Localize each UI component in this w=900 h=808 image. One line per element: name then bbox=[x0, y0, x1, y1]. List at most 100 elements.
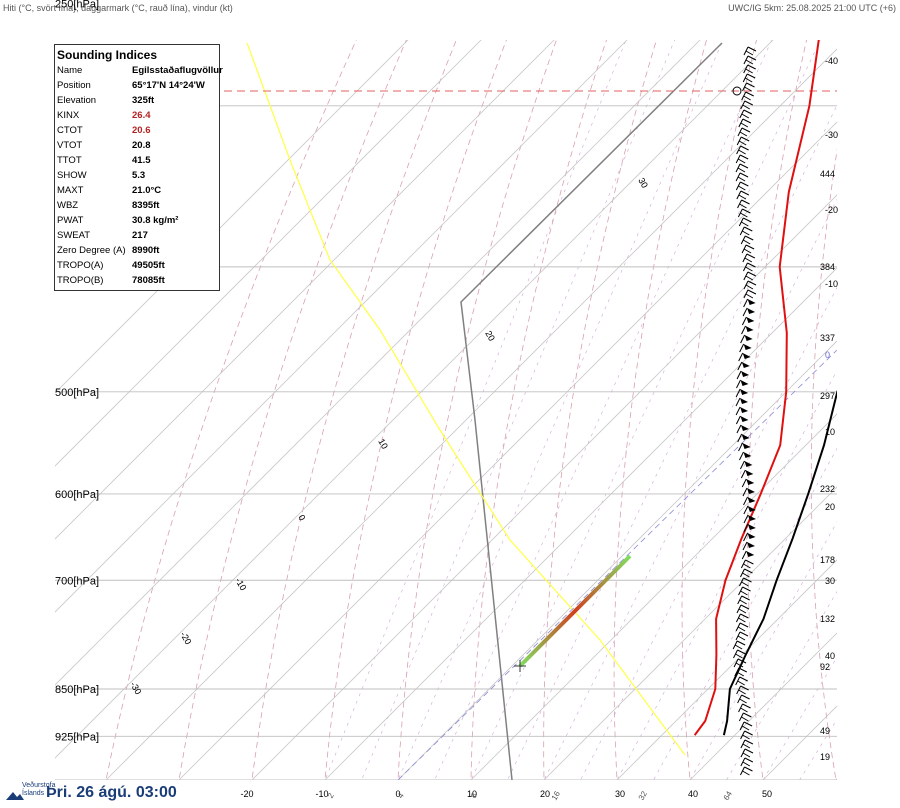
index-row: Zero Degree (A) 8990ft bbox=[55, 243, 219, 258]
forecast-date: Þri. 26 ágú. 03:00 bbox=[46, 784, 177, 801]
index-value: 41.5 bbox=[132, 155, 151, 166]
index-key: VTOT bbox=[57, 140, 83, 151]
mixing-ratio-tick-label: 64 bbox=[722, 789, 735, 802]
barb-feather bbox=[747, 280, 757, 286]
height-tick-label: 337 bbox=[820, 333, 835, 343]
barb-feather bbox=[737, 658, 747, 664]
tropo-marker bbox=[732, 86, 742, 96]
pressure-tick-label: 600[hPa] bbox=[55, 489, 99, 501]
barb-staff bbox=[739, 451, 744, 461]
logo-line-1: Veðurstofa bbox=[22, 782, 56, 789]
barb-feather bbox=[742, 770, 750, 776]
barb-feather bbox=[743, 248, 752, 254]
barb-flag bbox=[741, 362, 750, 368]
barb-flag bbox=[744, 461, 753, 467]
wind-barb bbox=[738, 586, 751, 596]
barb-staff bbox=[741, 316, 747, 326]
barb-flag bbox=[740, 398, 749, 404]
isotherm-label: -10 bbox=[233, 576, 248, 592]
barb-feather bbox=[739, 676, 748, 682]
wind-barb bbox=[735, 181, 749, 191]
wind-barb bbox=[741, 91, 754, 101]
barb-feather bbox=[735, 653, 743, 659]
yellow-line bbox=[246, 42, 686, 756]
wind-barb bbox=[737, 595, 750, 605]
temperature-tick-label: -20 bbox=[240, 789, 253, 799]
barb-flag bbox=[747, 299, 756, 305]
isotherm-line bbox=[178, 121, 837, 780]
barb-staff bbox=[735, 397, 741, 407]
barb-feather bbox=[744, 100, 754, 106]
barb-feather bbox=[745, 293, 754, 299]
barb-feather bbox=[741, 127, 751, 133]
barb-feather bbox=[739, 154, 749, 160]
barb-staff bbox=[743, 532, 748, 542]
wind-barb bbox=[738, 217, 752, 227]
wind-barb bbox=[741, 316, 755, 326]
wind-barb bbox=[743, 64, 756, 74]
right-temp-tick-label: 30 bbox=[825, 576, 835, 586]
index-row: TROPO(B) 78085ft bbox=[55, 273, 219, 288]
shear-segment bbox=[518, 554, 632, 668]
indices-title: Sounding Indices bbox=[57, 48, 158, 62]
wind-barb bbox=[740, 739, 754, 749]
barb-feather bbox=[742, 239, 751, 245]
mixing-ratio-tick-label: 16 bbox=[550, 789, 563, 802]
temperature-tick-label: 40 bbox=[688, 789, 698, 799]
barb-feather bbox=[746, 82, 755, 88]
wind-barb bbox=[743, 505, 756, 515]
barb-feather bbox=[737, 167, 746, 173]
index-key: WBZ bbox=[57, 200, 79, 211]
barb-flag bbox=[743, 344, 752, 350]
barb-feather bbox=[747, 64, 756, 70]
barb-flag bbox=[745, 470, 754, 476]
wind-barb bbox=[738, 712, 752, 722]
barb-feather bbox=[745, 244, 755, 250]
wind-barb bbox=[735, 631, 749, 641]
wind-barb bbox=[738, 703, 751, 713]
index-value: 49505ft bbox=[132, 260, 165, 271]
height-tick-label: 92 bbox=[820, 662, 830, 672]
index-row: PWAT 30.8 kg/m² bbox=[55, 213, 219, 228]
header: Hiti (°C, svört lína), daggarmark (°C, r… bbox=[0, 0, 900, 16]
barb-flag bbox=[746, 551, 755, 557]
barb-feather bbox=[741, 221, 749, 227]
isotherm-line bbox=[689, 632, 837, 780]
index-key: SWEAT bbox=[57, 230, 91, 241]
barb-staff bbox=[741, 478, 747, 488]
wind-barb bbox=[735, 406, 749, 416]
index-value: 5.3 bbox=[132, 170, 146, 181]
height-tick-label: 178 bbox=[820, 555, 835, 565]
moist-adiabat bbox=[653, 447, 837, 780]
wind-barb bbox=[735, 397, 749, 407]
wind-barb bbox=[740, 100, 754, 110]
barb-feather bbox=[744, 77, 753, 83]
index-value: 21.0°C bbox=[132, 185, 162, 196]
barb-feather bbox=[745, 284, 754, 290]
wind-barb bbox=[735, 388, 749, 398]
index-key: MAXT bbox=[57, 185, 84, 196]
wind-barb bbox=[742, 73, 756, 83]
index-value: 26.4 bbox=[132, 110, 151, 121]
right-temp-tick-label: -40 bbox=[825, 56, 838, 66]
index-row: Elevation 325ft bbox=[55, 93, 219, 108]
barb-feather bbox=[737, 635, 746, 641]
index-key: Name bbox=[57, 65, 83, 76]
dry-adiabat bbox=[397, 40, 557, 780]
barb-flag bbox=[741, 434, 750, 440]
barb-feather bbox=[734, 644, 743, 650]
wind-barb bbox=[736, 424, 749, 434]
barb-feather bbox=[740, 685, 749, 691]
barb-feather bbox=[747, 289, 757, 295]
wind-barb bbox=[739, 721, 753, 731]
barb-feather bbox=[741, 595, 750, 601]
barb-staff bbox=[737, 361, 743, 371]
temperature-tick-label: 10 bbox=[467, 789, 477, 799]
barb-flag bbox=[746, 479, 755, 485]
sounding-indices-panel: Sounding Indices Name Egilsstaðaflugvöllu… bbox=[54, 44, 223, 291]
wind-barb bbox=[742, 82, 755, 92]
index-key: SHOW bbox=[57, 170, 87, 181]
moist-adiabat bbox=[361, 40, 675, 780]
barb-flag bbox=[747, 308, 756, 314]
